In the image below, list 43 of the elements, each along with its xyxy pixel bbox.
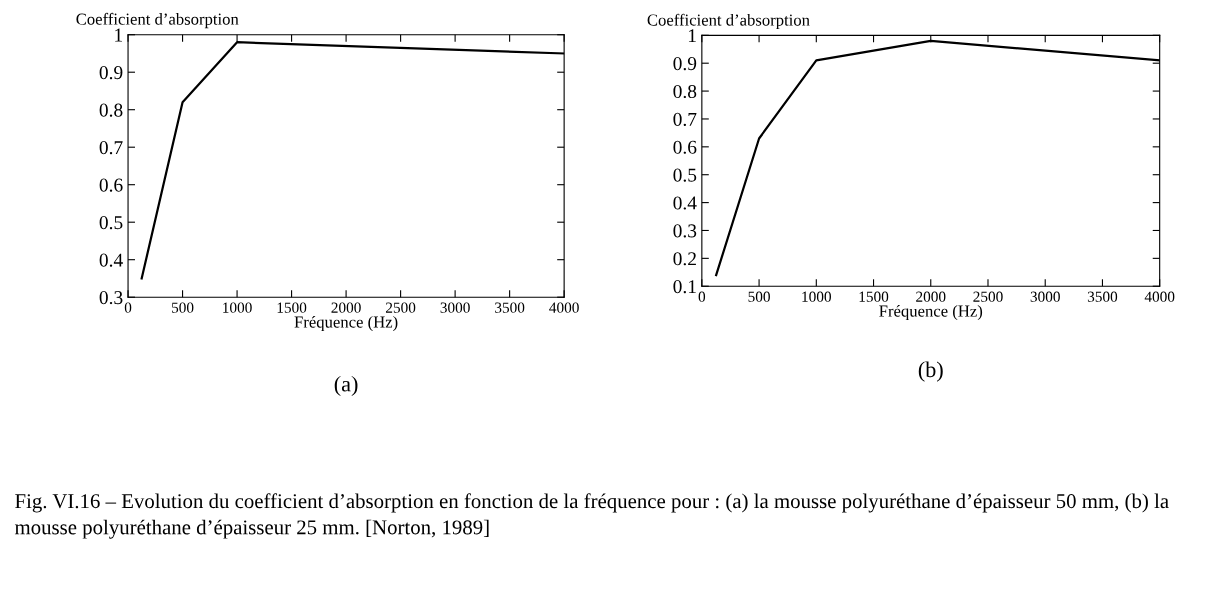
y-tick-label: 0.1 bbox=[673, 280, 696, 294]
y-tick-label: 0.8 bbox=[99, 103, 123, 117]
x-axis-title: Fréquence (Hz) bbox=[879, 304, 983, 321]
x-tick-label: 3000 bbox=[1030, 291, 1060, 302]
x-tick-label: 1500 bbox=[859, 291, 889, 302]
x-tick-label: 1000 bbox=[802, 291, 831, 302]
x-tick-label: 0 bbox=[124, 302, 132, 313]
y-axis-title: Coefficient d’absorption bbox=[647, 13, 810, 30]
x-tick-label: 3500 bbox=[1087, 291, 1118, 302]
x-tick-label: 2500 bbox=[386, 302, 416, 313]
y-tick-label: 0.3 bbox=[673, 224, 697, 238]
x-tick-label: 500 bbox=[748, 291, 770, 302]
y-tick-label: 0.5 bbox=[673, 168, 697, 182]
y-tick-label: 0.6 bbox=[673, 140, 697, 154]
y-axis-title: Coefficient d’absorption bbox=[76, 12, 239, 29]
x-tick-label: 3500 bbox=[495, 302, 525, 313]
x-tick-label: 2500 bbox=[973, 291, 1003, 302]
x-tick-label: 4000 bbox=[1144, 291, 1175, 302]
x-tick-label: 500 bbox=[171, 302, 194, 313]
x-tick-label: 3000 bbox=[440, 302, 470, 313]
x-axis-title: Fréquence (Hz) bbox=[294, 315, 398, 332]
text: (b) bbox=[918, 361, 943, 382]
x-tick-label: 1500 bbox=[277, 302, 307, 313]
y-tick-label: 0.7 bbox=[99, 141, 123, 155]
y-tick-label: 0.2 bbox=[673, 252, 696, 266]
x-tick-label: 2000 bbox=[331, 302, 361, 313]
text: Fig. VI.16 – Evolution du coefficient d’absorption en fonction de la fréquence pour : (a) la mousse polyuréthane d’épaisseur 50 mm, (b) la mousse polyuréthane d’épaisseur 25 mm. [Norton, 1989] bbox=[14, 493, 1169, 539]
x-tick-label: 4000 bbox=[549, 302, 579, 313]
y-tick-label: 0.3 bbox=[99, 291, 123, 305]
y-tick-label: 0.9 bbox=[673, 57, 697, 71]
y-tick-label: 0.6 bbox=[99, 178, 123, 192]
x-tick-label: 1000 bbox=[223, 302, 252, 313]
text: (a) bbox=[334, 375, 358, 397]
y-tick-label: 1 bbox=[688, 29, 696, 43]
x-tick-label: 2000 bbox=[916, 291, 946, 302]
y-tick-label: 0.4 bbox=[673, 196, 697, 210]
y-tick-label: 0.8 bbox=[673, 84, 697, 99]
y-tick-label: 1 bbox=[115, 28, 123, 42]
y-tick-label: 0.4 bbox=[99, 253, 123, 267]
x-tick-label: 0 bbox=[698, 291, 706, 302]
y-tick-label: 0.7 bbox=[673, 112, 697, 126]
y-tick-label: 0.5 bbox=[99, 216, 123, 230]
y-tick-label: 0.9 bbox=[99, 66, 123, 80]
